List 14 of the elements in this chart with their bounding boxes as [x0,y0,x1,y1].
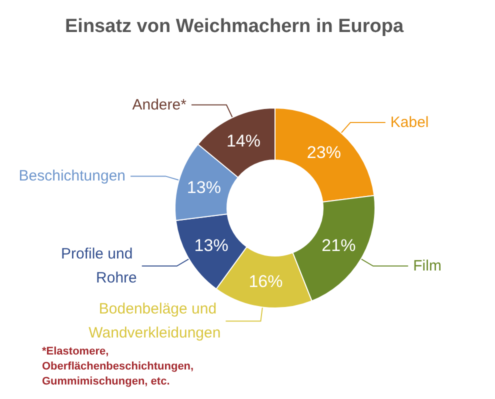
slice-label: Profile und Rohre [60,246,137,287]
text: *Elastomere, Oberflächenbeschichtungen, Gummimischungen, etc. [42,346,194,388]
data-label: 14% [226,132,261,151]
slice-label: Bodenbeläge und Wandverkleidungen [88,300,221,342]
data-label: 13% [194,236,228,256]
chart-title: Einsatz von Weichmachern in Europa [65,16,404,37]
data-label: 16% [248,272,283,291]
data-label: 21% [322,236,356,256]
data-label: 13% [186,178,221,197]
data-label: 23% [306,142,341,162]
slice-label: Beschichtungen [18,168,126,185]
slice-label: Film [413,258,442,275]
slice-label: Andere* [132,96,187,114]
slice-label: Kabel [390,114,429,131]
